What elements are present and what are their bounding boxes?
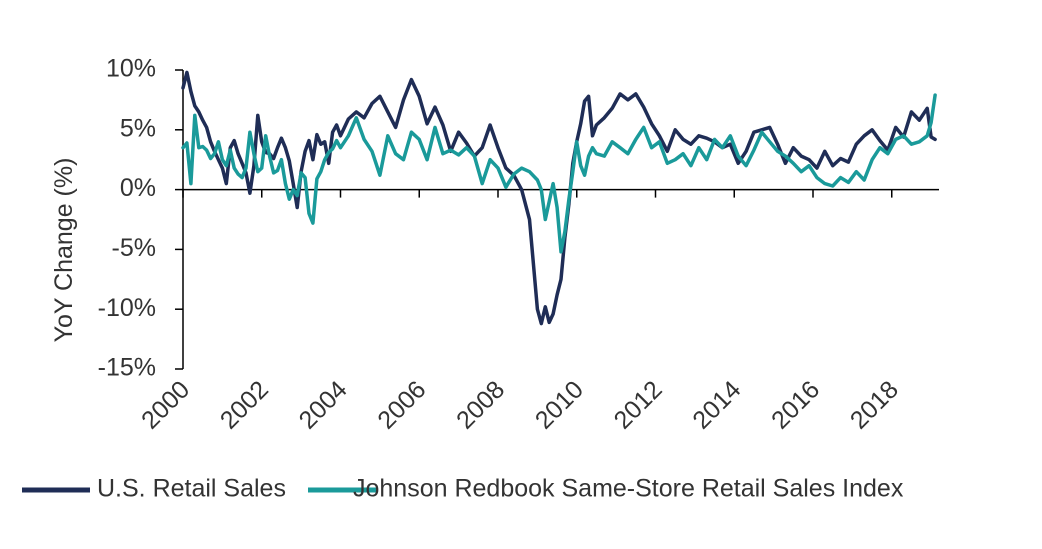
axes [175,69,939,370]
x-tick-label: 2014 [687,375,746,434]
x-tick-label: 2008 [451,375,510,434]
x-tick-labels: 2000 2002 2004 2006 2008 2010 2012 2014 2016 2018 [136,375,904,434]
y-tick-label: -10% [98,294,156,322]
y-tick-labels: 10% 5% 0% -5% -10% -15% [98,55,156,382]
series-line-redbook [181,93,937,254]
y-tick-label: 5% [120,114,156,142]
y-tick-label: -15% [98,354,156,382]
x-tick-label: 2006 [372,375,431,434]
y-axis-label: YoY Change (%) [50,158,78,343]
legend-label-retail-sales: U.S. Retail Sales [97,475,286,503]
series-line-retail-sales [181,70,937,326]
x-tick-label: 2016 [766,375,825,434]
x-tick-label: 2002 [215,375,274,434]
x-tick-label: 2000 [136,375,195,434]
x-tick-label: 2004 [294,375,353,434]
y-tick-label: 10% [106,55,156,83]
y-tick-label: 0% [120,174,156,202]
x-tick-label: 2012 [609,375,668,434]
legend-label-redbook: Johnson Redbook Same-Store Retail Sales … [353,475,904,503]
series-lines [181,70,937,326]
x-tick-label: 2018 [845,375,904,434]
y-tick-label: -5% [112,234,156,262]
x-tick-label: 2010 [530,375,589,434]
legend: U.S. Retail Sales Johnson Redbook Same-S… [22,475,904,503]
